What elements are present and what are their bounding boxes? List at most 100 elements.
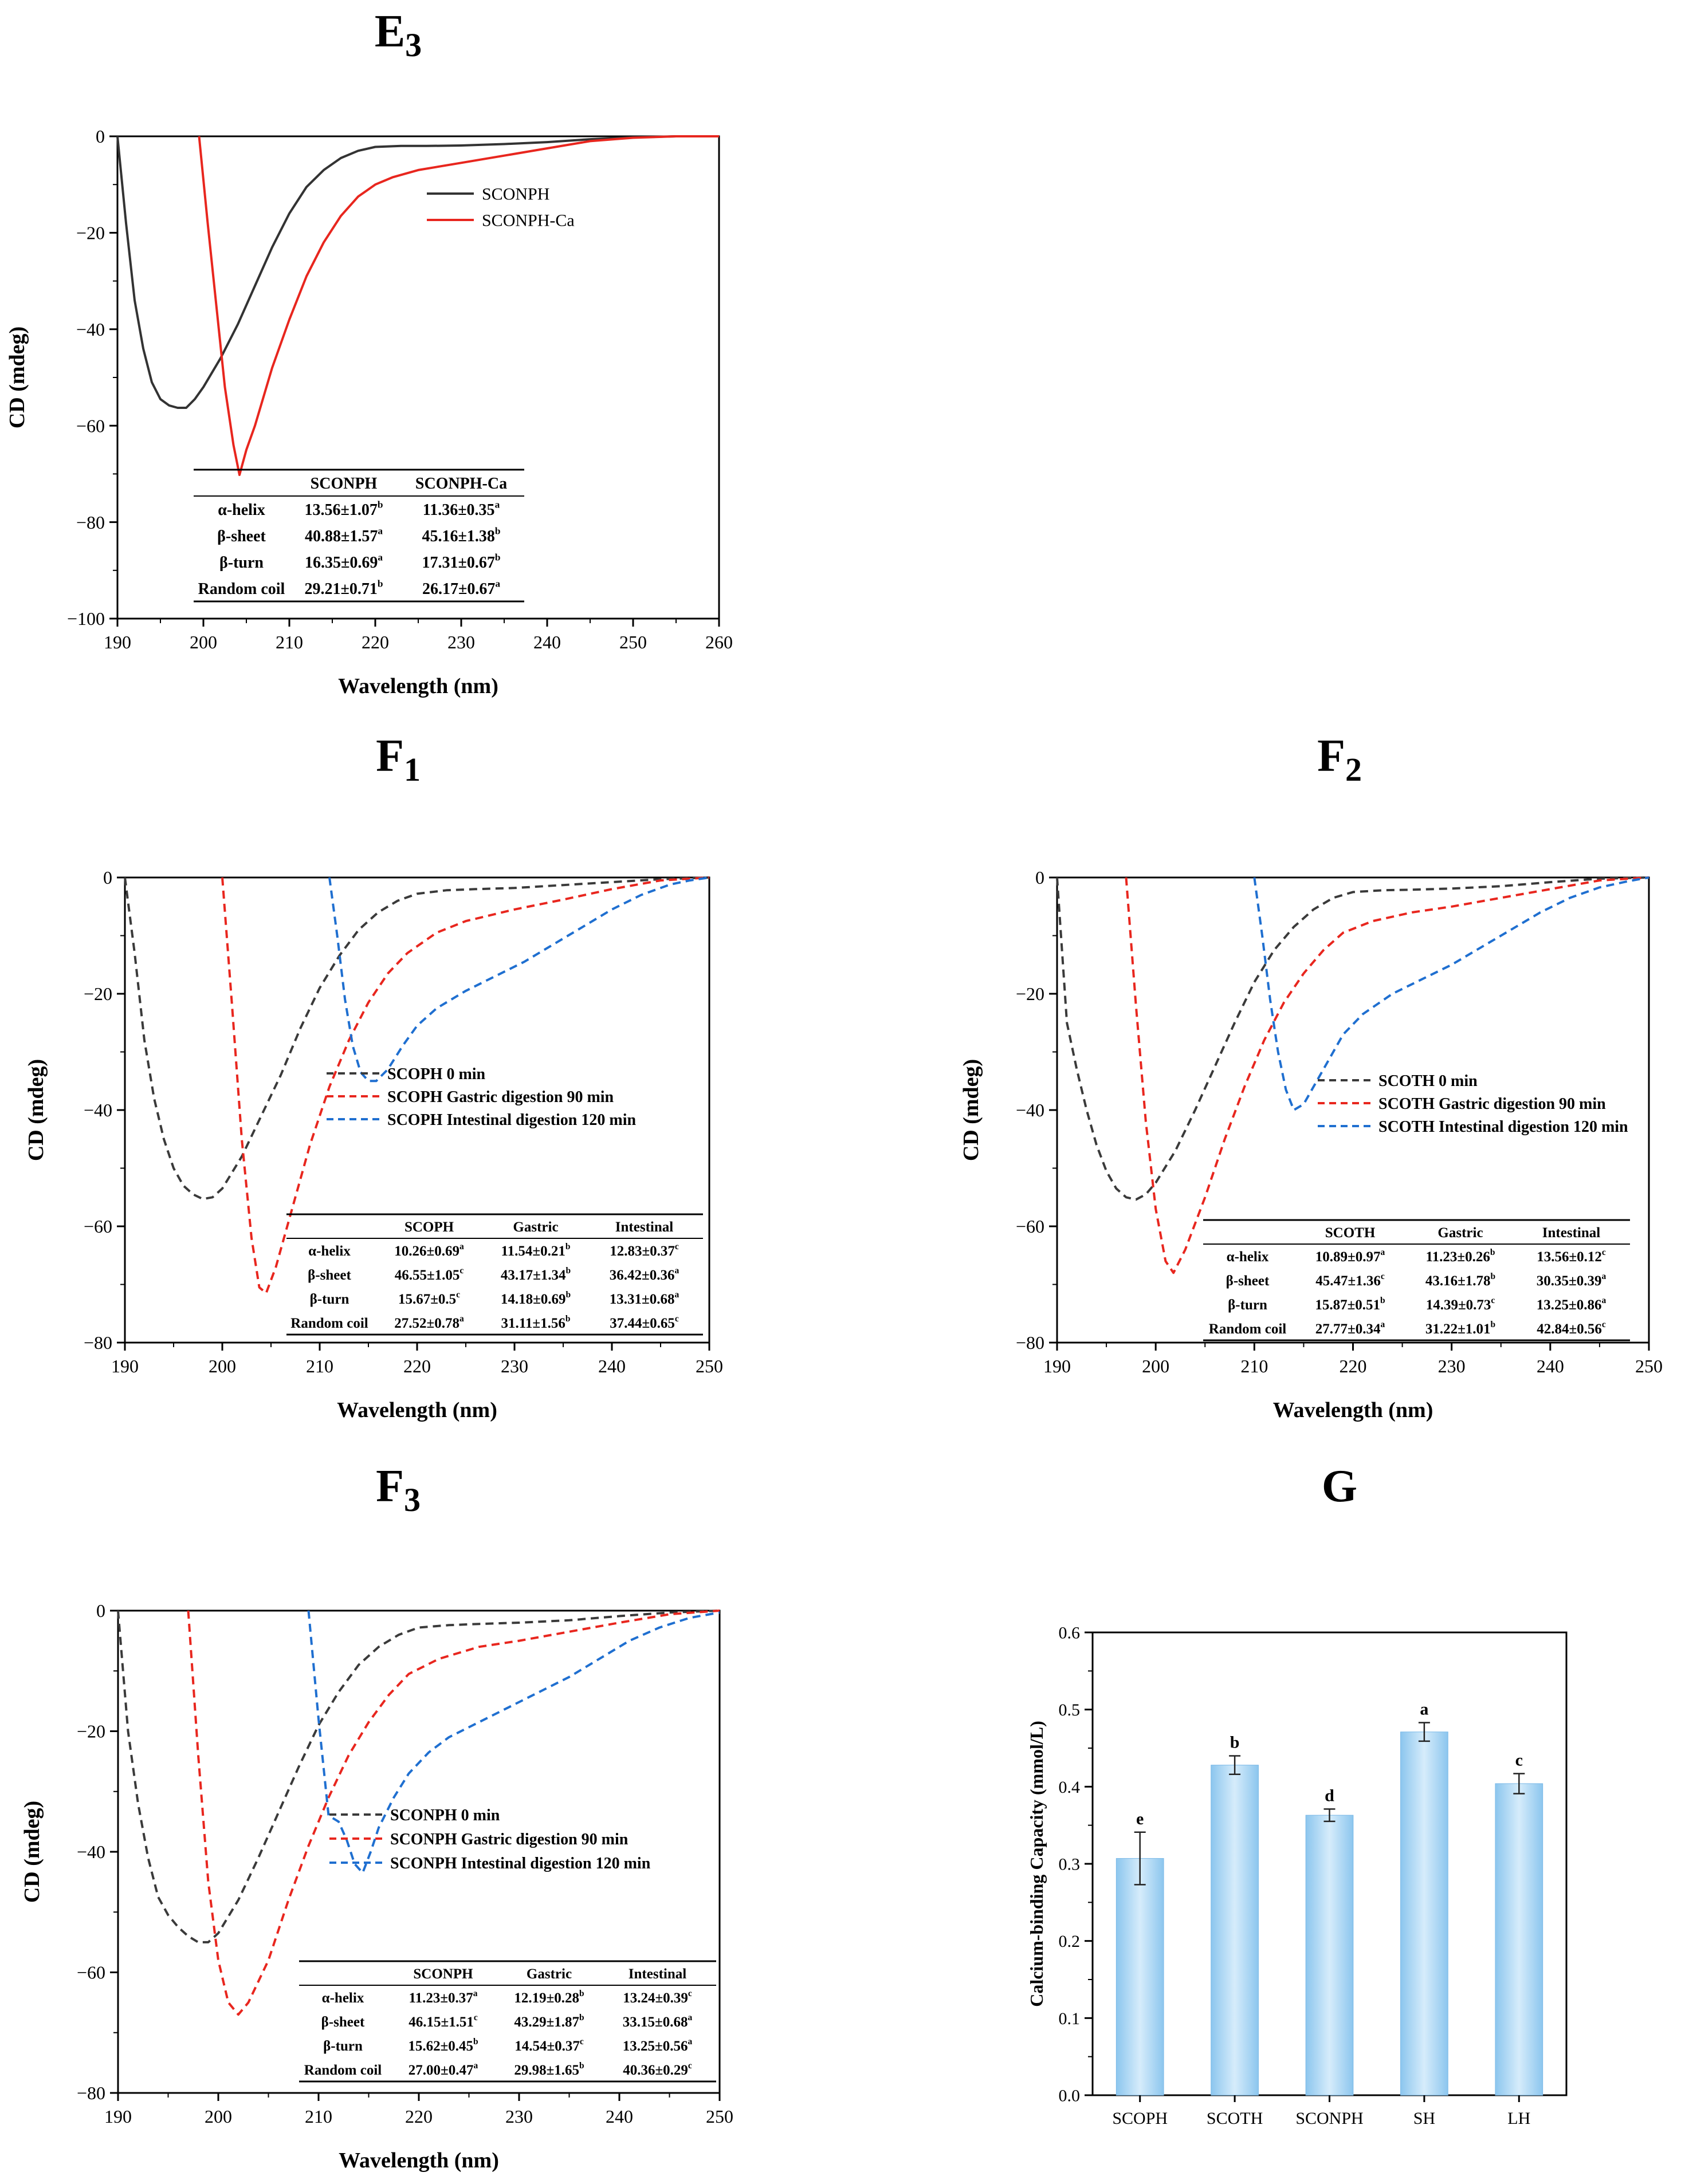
y-tick-label: −80 [1016,1332,1044,1353]
bar-scoph [1116,1858,1164,2096]
table-value-cell: 26.17±0.67a [422,579,500,599]
x-tick-label: 210 [306,1356,333,1376]
table-value-cell: 45.47±1.36c [1315,1272,1385,1289]
series-line-1 [124,876,710,1201]
x-axis-label: Wavelength (nm) [338,674,498,698]
x-tick-label: 190 [104,632,131,652]
y-tick-label: −40 [76,319,105,340]
table-value-cell: 43.29±1.87b [514,2013,584,2030]
y-axis-label: CD (mdeg) [20,1801,44,1903]
table-value-cell: 42.84±0.56c [1537,1320,1606,1337]
table-value-cell: 29.98±1.65b [514,2061,584,2078]
x-tick-label: 240 [606,2106,633,2127]
legend-label-2: SCONPH Gastric digestion 90 min [390,1831,629,1848]
legend-label-2: SCOTH Gastric digestion 90 min [1378,1095,1606,1113]
y-tick-label: −20 [84,983,112,1004]
panel-label-g: G [1321,1461,1358,1512]
table-row-label: β-sheet [308,1268,351,1283]
table-value-cell: 11.36±0.35a [423,499,500,520]
x-tick-label: 220 [1340,1356,1367,1376]
table-value-cell: 11.23±0.26b [1426,1248,1495,1265]
table-value-cell: 13.25±0.86a [1537,1296,1607,1313]
table-header-cell: SCONPH [311,475,378,493]
table-value-cell: 13.25±0.56a [623,2037,693,2054]
y-tick-label: −60 [1016,1216,1044,1237]
y-tick-label: −20 [77,1721,105,1742]
x-tick-label: 200 [209,1356,236,1376]
x-tick-label: 230 [447,632,475,652]
table-value-cell: 14.39±0.73c [1426,1296,1495,1313]
x-axis-label: Wavelength (nm) [1273,1398,1433,1422]
x-tick-label: 240 [598,1356,626,1376]
table-value-cell: 11.23±0.37a [409,1989,477,2006]
table-header-cell: SCONPH [413,1966,473,1982]
y-tick-label: 0.3 [1059,1855,1081,1874]
x-axis-label: Wavelength (nm) [339,2148,499,2173]
x-tick-label: 190 [111,1356,139,1376]
significance-letter: b [1230,1733,1240,1752]
y-tick-label: −60 [77,1962,105,1983]
series-line-1 [1056,876,1649,1201]
panel-label-e3: E3 [374,6,422,64]
table-value-cell: 12.83±0.37c [610,1242,679,1259]
y-tick-label: 0 [103,867,112,888]
legend-label-3: SCOPH Intestinal digestion 120 min [387,1111,636,1129]
table-row-label: β-turn [1228,1297,1267,1313]
table-row-label: α-helix [1227,1249,1269,1265]
table-value-cell: 36.42±0.36a [610,1266,680,1283]
y-axis-label: Calcium-binding Capacity (mmol/L) [1026,1721,1047,2007]
x-tick-label: 210 [305,2106,332,2127]
table-header-cell: Gastric [513,1219,558,1235]
x-axis-label: Wavelength (nm) [337,1398,497,1422]
table-value-cell: 12.19±0.28b [514,1989,584,2006]
table-row-label: β-turn [323,2039,363,2054]
x-category-label: SCOTH [1207,2109,1263,2128]
y-tick-label: 0 [96,1600,105,1621]
table-value-cell: 43.17±1.34b [501,1266,571,1283]
y-tick-label: 0.2 [1059,1932,1081,1951]
series-line-2 [187,1610,720,2016]
series-line-3 [307,1610,720,1874]
significance-letter: e [1136,1809,1144,1828]
x-category-label: SCONPH [1295,2109,1363,2128]
series-line-2 [1125,876,1649,1274]
y-tick-label: −60 [76,415,105,436]
table-value-cell: 13.56±0.12c [1537,1248,1606,1265]
y-tick-label: 0.1 [1059,2009,1081,2028]
legend-label-1: SCONPH 0 min [390,1807,500,1824]
bar-lh [1495,1783,1543,2096]
table-value-cell: 30.35±0.39a [1537,1272,1607,1289]
table-value-cell: 46.15±1.51c [409,2013,478,2030]
y-tick-label: −20 [1016,983,1044,1004]
x-tick-label: 230 [501,1356,528,1376]
table-value-cell: 27.52±0.78a [394,1314,464,1331]
table-row-label: β-turn [219,554,264,572]
table-row-label: α-helix [308,1243,351,1259]
bar-scoth [1211,1765,1259,2096]
x-tick-label: 200 [205,2106,232,2127]
x-tick-label: 220 [362,632,389,652]
table-row-label: β-sheet [1226,1273,1270,1289]
table-value-cell: 16.35±0.69a [305,552,383,572]
panel-label-f2: F2 [1317,731,1362,788]
chart-f1: 190 200 210 220 230 240 250 0 −20 −40 −60 −80 Wavele… [24,867,723,1422]
x-category-label: SCOPH [1112,2109,1168,2128]
x-tick-label: 220 [405,2106,433,2127]
series-line-2 [221,876,710,1294]
y-tick-label: −20 [76,223,105,243]
y-tick-label: 0.6 [1059,1624,1081,1643]
table-value-cell: 40.36±0.29c [623,2061,692,2078]
chart-f2: 190 200 210 220 230 240 250 0 −20 −40 −60 −80 Wavele… [959,867,1663,1422]
series-line-1 [116,135,719,409]
y-tick-label: 0.0 [1059,2087,1081,2106]
x-tick-label: 210 [276,632,303,652]
significance-letter: d [1325,1786,1334,1805]
table-value-cell: 14.54±0.37c [514,2037,584,2054]
table-header-cell: Gastric [1437,1225,1483,1241]
table-row-label: β-sheet [217,528,266,545]
legend-label-2: SCOPH Gastric digestion 90 min [387,1088,614,1106]
table-header-cell: SCOTH [1325,1225,1376,1241]
x-tick-label: 230 [1438,1356,1466,1376]
y-axis-label: CD (mdeg) [5,326,29,428]
x-tick-label: 250 [696,1356,723,1376]
